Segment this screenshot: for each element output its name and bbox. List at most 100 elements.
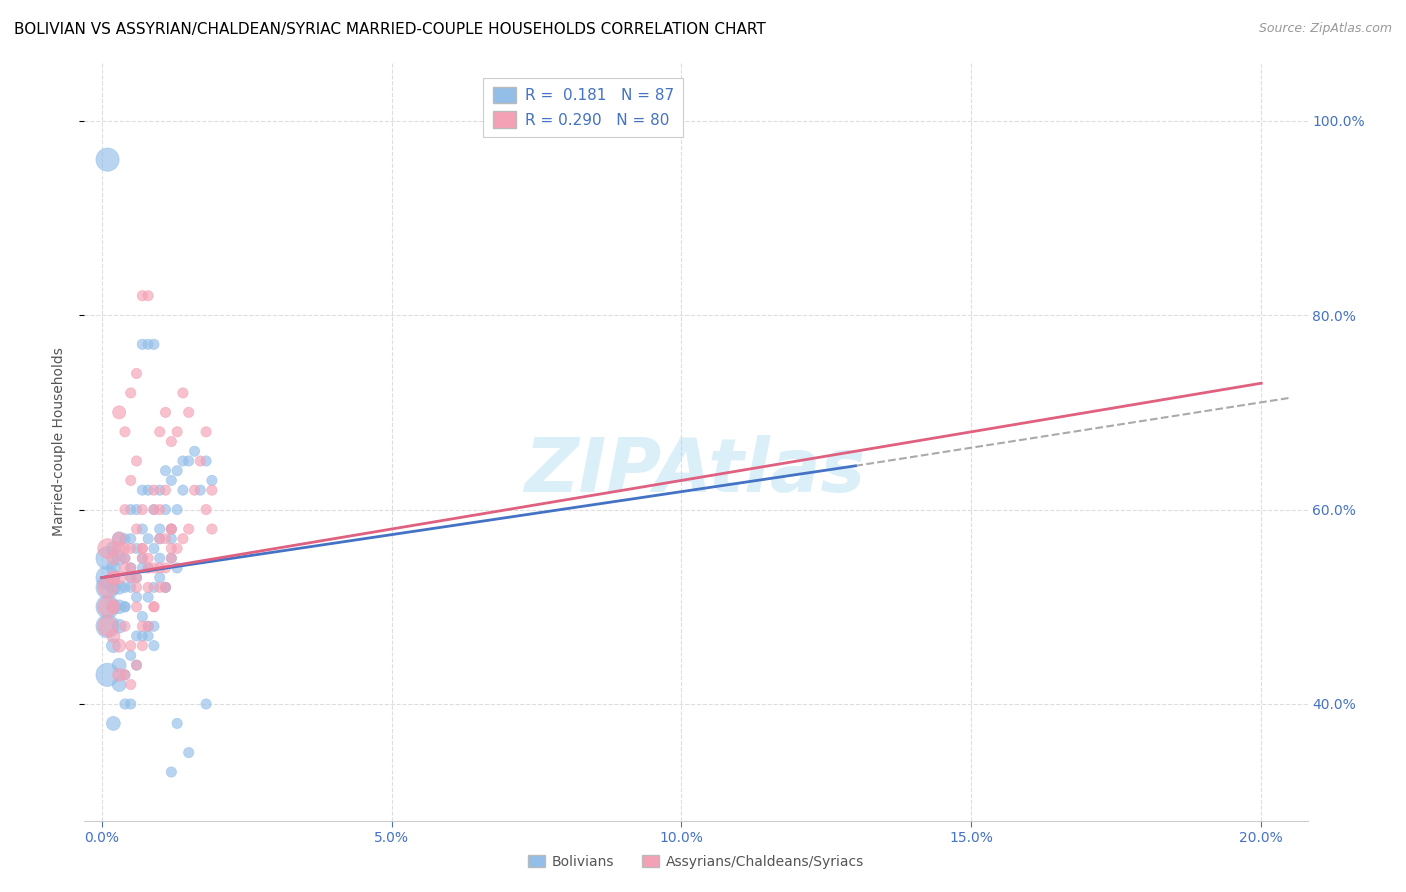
Point (142, 639, 165, 653)
Point (114, 425, 136, 439)
Point (131, 483, 153, 497)
Point (125, 541, 148, 556)
Point (103, 571, 125, 585)
Point (142, 483, 165, 497)
Point (114, 541, 136, 556)
Point (96, 153, 118, 167)
Point (172, 386, 194, 401)
Point (136, 580, 159, 594)
Point (103, 571, 125, 585)
Point (96, 551, 118, 566)
Point (103, 541, 125, 556)
Point (149, 532, 172, 546)
Point (114, 668, 136, 682)
Point (103, 599, 125, 614)
Point (114, 551, 136, 566)
Point (195, 454, 218, 468)
Point (136, 561, 159, 575)
Point (131, 502, 153, 516)
Point (103, 580, 125, 594)
Point (172, 532, 194, 546)
Point (155, 580, 177, 594)
Point (131, 541, 153, 556)
Point (108, 571, 131, 585)
Point (125, 580, 148, 594)
Point (120, 561, 142, 575)
Point (172, 454, 194, 468)
Point (177, 746, 200, 760)
Point (177, 454, 200, 468)
Point (142, 337, 165, 351)
Point (103, 716, 125, 731)
Point (125, 571, 148, 585)
Point (160, 551, 183, 566)
Point (136, 551, 159, 566)
Point (125, 454, 148, 468)
Point (142, 599, 165, 614)
Point (136, 532, 159, 546)
Point (149, 483, 172, 497)
Point (160, 551, 183, 566)
Point (131, 522, 153, 536)
Point (160, 522, 183, 536)
Point (108, 580, 131, 594)
Point (96, 541, 118, 556)
Point (108, 541, 131, 556)
Point (96, 619, 118, 633)
Point (120, 502, 142, 516)
Point (136, 483, 159, 497)
Point (131, 551, 153, 566)
Point (188, 454, 211, 468)
Point (160, 765, 183, 780)
Text: Source: ZipAtlas.com: Source: ZipAtlas.com (1258, 22, 1392, 36)
Point (108, 532, 131, 546)
Point (155, 464, 177, 478)
Point (125, 658, 148, 673)
Point (136, 561, 159, 575)
Point (131, 639, 153, 653)
Point (160, 541, 183, 556)
Point (114, 502, 136, 516)
Point (131, 619, 153, 633)
Point (149, 571, 172, 585)
Point (120, 386, 142, 401)
Point (131, 289, 153, 303)
Point (136, 289, 159, 303)
Point (166, 425, 188, 439)
Point (166, 502, 188, 516)
Point (114, 532, 136, 546)
Y-axis label: Married-couple Households: Married-couple Households (52, 347, 66, 536)
Point (195, 425, 218, 439)
Point (120, 677, 142, 691)
Point (125, 629, 148, 643)
Point (108, 639, 131, 653)
Point (160, 522, 183, 536)
Point (155, 580, 177, 594)
Point (149, 551, 172, 566)
Point (160, 434, 183, 449)
Point (188, 483, 211, 497)
Point (131, 541, 153, 556)
Point (142, 580, 165, 594)
Text: BOLIVIAN VS ASSYRIAN/CHALDEAN/SYRIAC MARRIED-COUPLE HOUSEHOLDS CORRELATION CHART: BOLIVIAN VS ASSYRIAN/CHALDEAN/SYRIAC MAR… (14, 22, 766, 37)
Point (114, 697, 136, 711)
Point (120, 561, 142, 575)
Point (125, 658, 148, 673)
Point (96, 580, 118, 594)
Point (125, 367, 148, 381)
Point (120, 648, 142, 663)
Point (155, 561, 177, 575)
Point (114, 551, 136, 566)
Point (160, 474, 183, 488)
Point (114, 561, 136, 575)
Point (155, 405, 177, 419)
Point (120, 532, 142, 546)
Point (177, 522, 200, 536)
Point (120, 580, 142, 594)
Point (96, 668, 118, 682)
Point (125, 590, 148, 604)
Point (108, 619, 131, 633)
Point (131, 629, 153, 643)
Point (195, 502, 218, 516)
Point (114, 668, 136, 682)
